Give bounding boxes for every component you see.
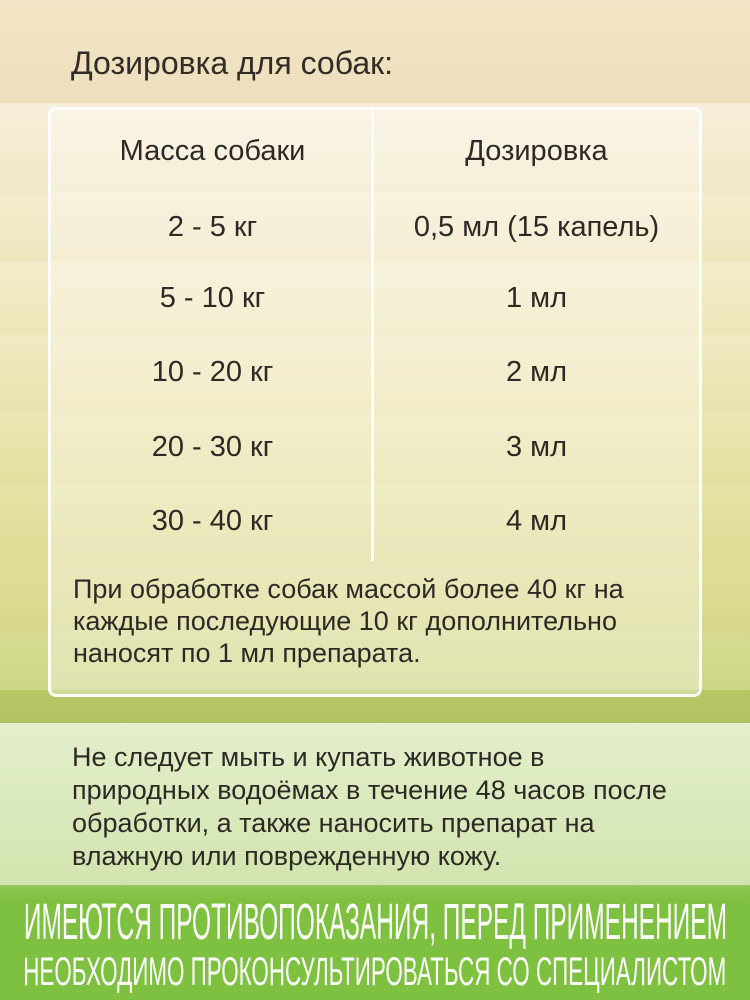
usage-warning: Не следует мыть и купать животное в прир… — [72, 741, 702, 873]
column-header-mass: Масса собаки — [119, 135, 306, 167]
mass-value: 2 - 5 кг — [167, 211, 258, 243]
dose-value: 4 мл — [505, 504, 568, 537]
dose-value: 1 мл — [505, 282, 568, 314]
table-header-row: Масса собаки Дозировка — [51, 110, 699, 193]
usage-warning-line: влажную или поврежденную кожу. — [72, 841, 502, 871]
table-row: 20 - 30 кг 3 мл — [51, 410, 699, 484]
usage-warning-line: природных водоёмах в течение 48 часов по… — [72, 775, 667, 805]
mass-value: 10 - 20 кг — [151, 356, 274, 388]
table-column-divider — [371, 110, 374, 561]
table-row: 2 - 5 кг 0,5 мл (15 капель) — [51, 193, 699, 262]
page-title: Дозировка для собак: — [71, 45, 393, 81]
table-row: 5 - 10 кг 1 мл — [51, 262, 699, 335]
table-note-line: При обработке собак массой более 40 кг н… — [73, 574, 624, 604]
contraindications-banner: ИМЕЮТСЯ ПРОТИВОПОКАЗАНИЯ, ПЕРЕД ПРИМЕНЕН… — [0, 885, 750, 1000]
table-row: 30 - 40 кг 4 мл — [51, 484, 699, 558]
column-header-dose: Дозировка — [465, 135, 608, 167]
table-note-line: каждые последующие 10 кг дополнительно — [73, 606, 617, 636]
mass-value: 30 - 40 кг — [151, 504, 274, 537]
dose-value: 0,5 мл (15 капель) — [413, 211, 660, 243]
dosage-table: Масса собаки Дозировка 2 - 5 кг 0,5 мл (… — [48, 107, 702, 697]
mass-value: 5 - 10 кг — [159, 282, 266, 314]
usage-warning-line: Не следует мыть и купать животное в — [72, 742, 545, 772]
dose-value: 3 мл — [505, 430, 568, 463]
usage-warning-line: обработки, а также наносить препарат на — [72, 808, 595, 838]
mass-value: 20 - 30 кг — [151, 430, 274, 463]
contraindications-line-2: НЕОБХОДИМО ПРОКОНСУЛЬТИРОВАТЬСЯ СО СПЕЦИ… — [23, 949, 727, 994]
dose-value: 2 мл — [505, 356, 568, 388]
contraindications-line-1: ИМЕЮТСЯ ПРОТИВОПОКАЗАНИЯ, ПЕРЕД ПРИМЕНЕН… — [23, 892, 727, 950]
table-row: 10 - 20 кг 2 мл — [51, 335, 699, 410]
table-note-line: наносят по 1 мл препарата. — [73, 638, 421, 668]
table-note: При обработке собак массой более 40 кг н… — [51, 558, 699, 669]
